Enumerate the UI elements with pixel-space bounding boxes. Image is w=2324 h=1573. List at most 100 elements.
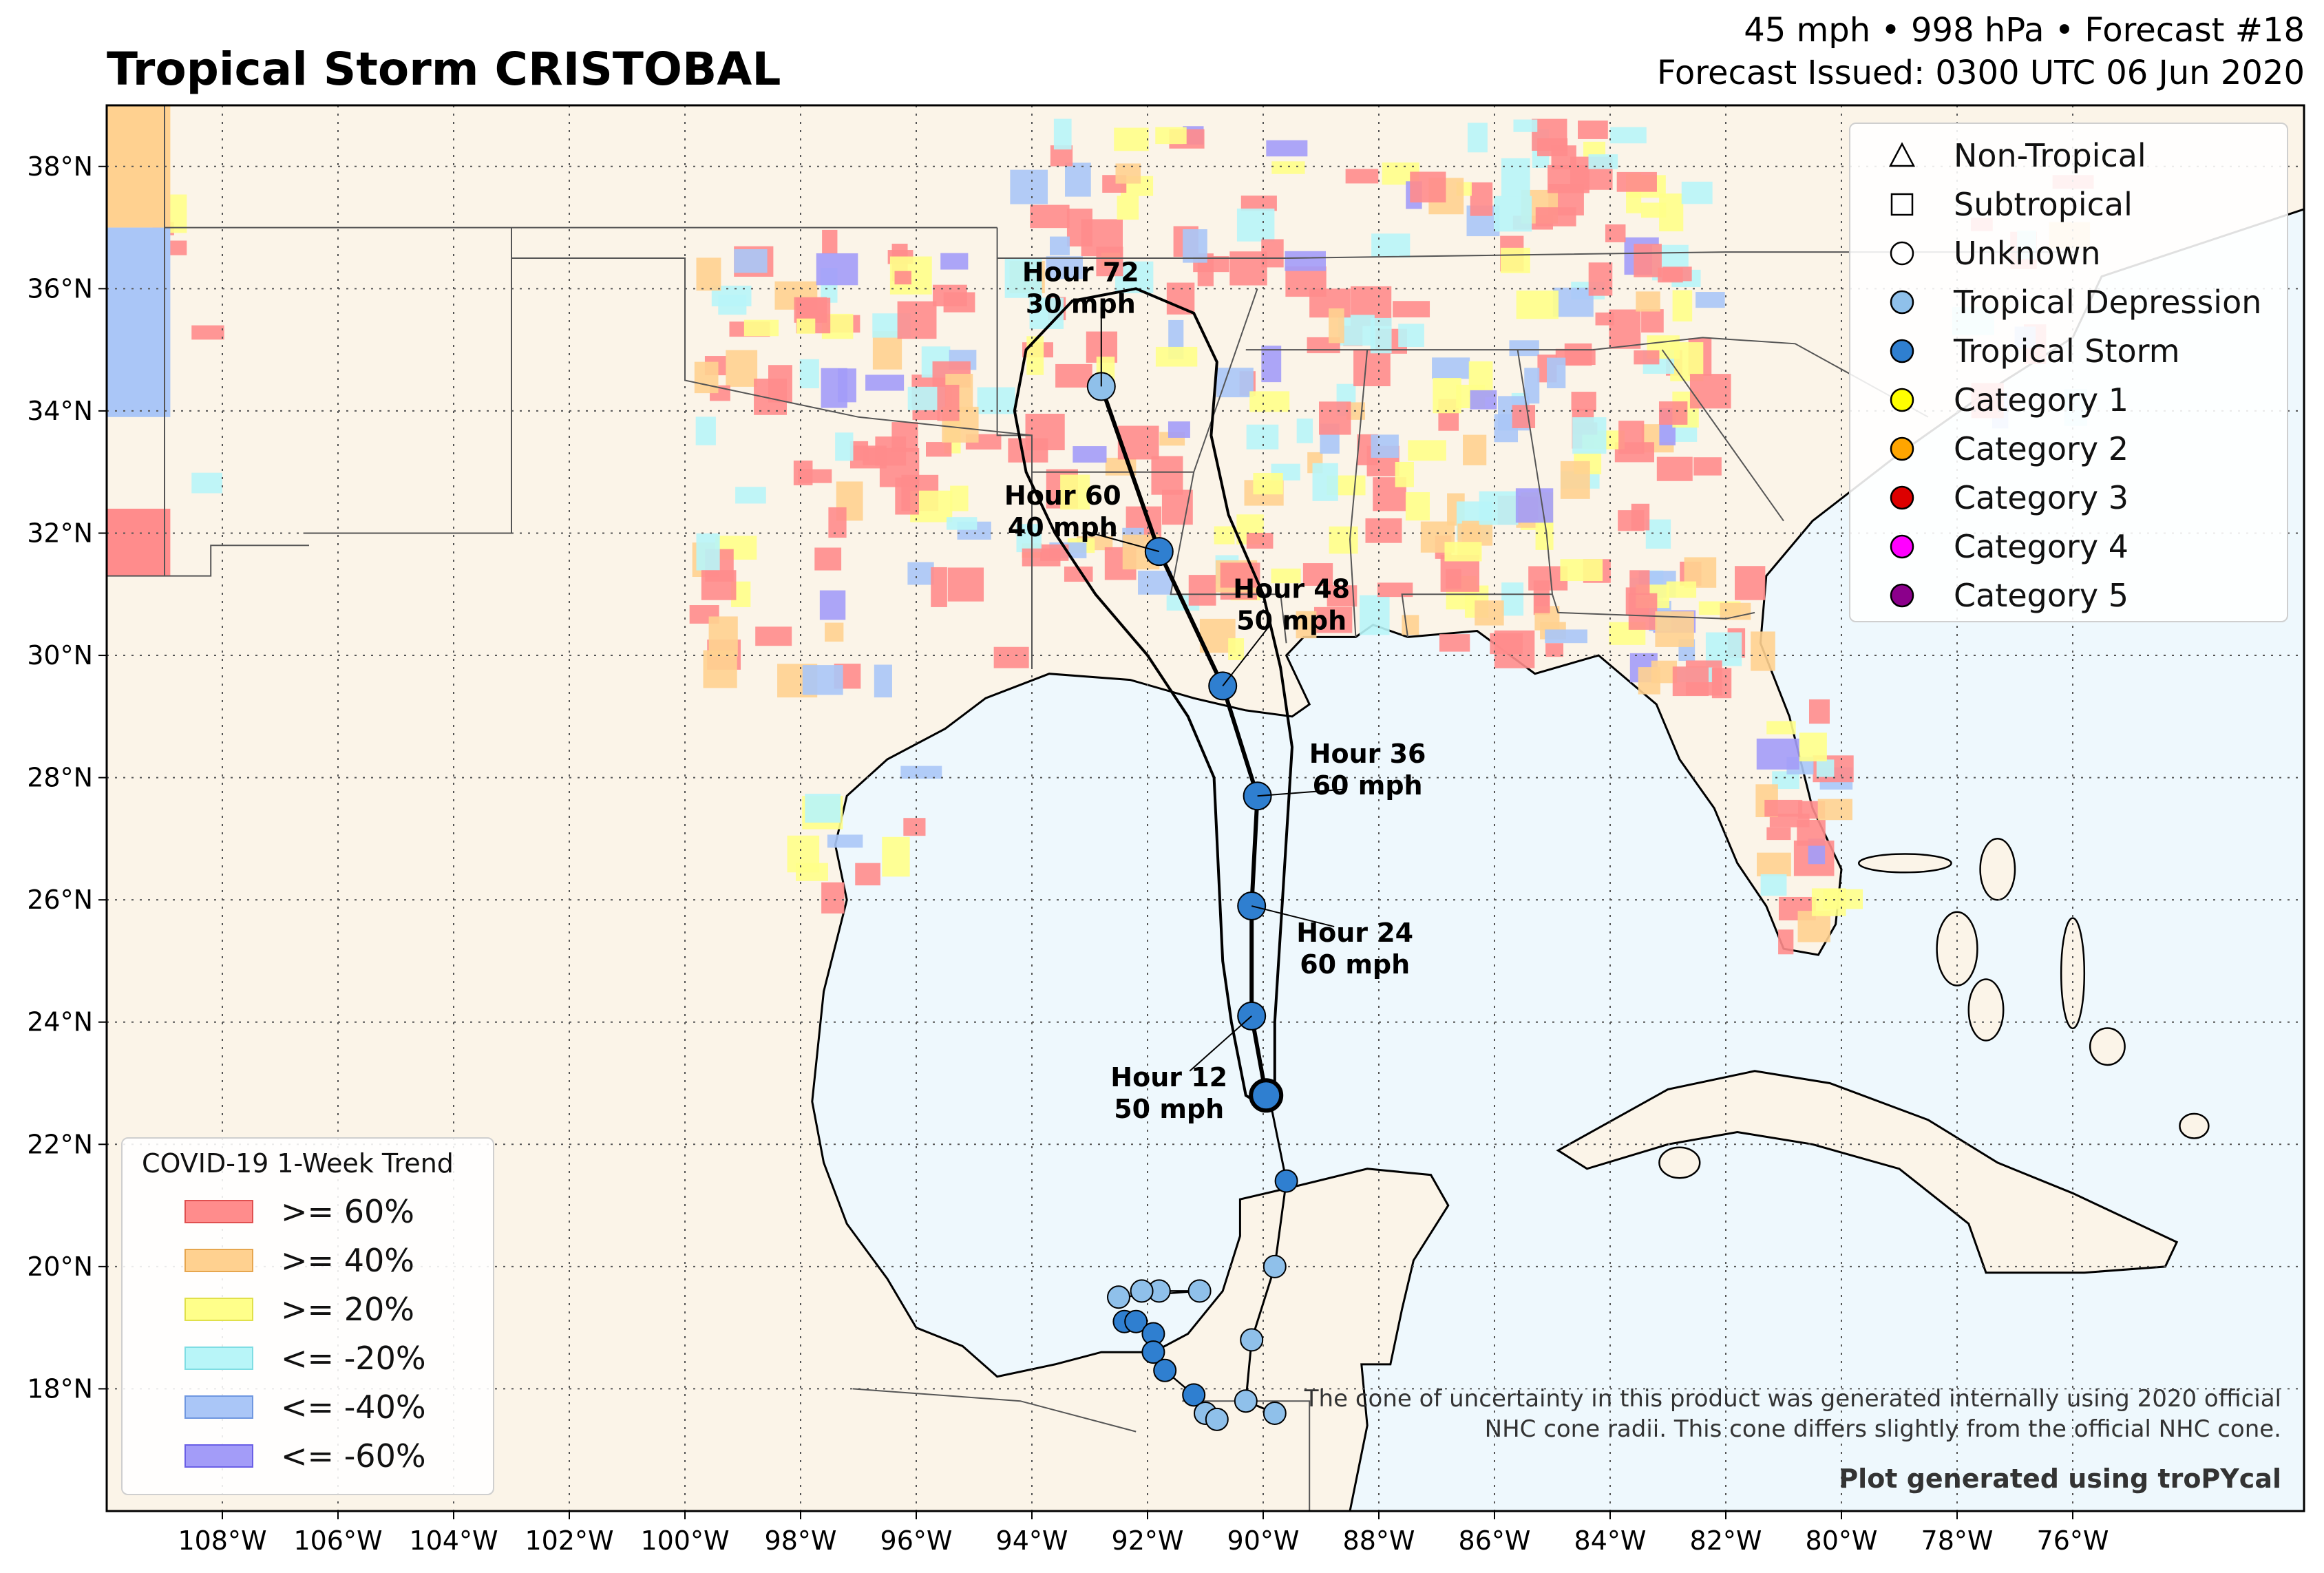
lat-tick-label: 38°N — [27, 151, 93, 182]
county-patch — [1799, 732, 1827, 761]
county-patch — [947, 517, 978, 530]
county-patch — [1073, 446, 1107, 463]
county-patch — [754, 379, 787, 415]
county-patch — [1672, 666, 1709, 697]
forecast-hour-label: Hour 24 — [1296, 918, 1413, 948]
county-patch — [1370, 317, 1392, 354]
lat-tick-label: 32°N — [27, 518, 93, 548]
county-patch — [1261, 239, 1284, 268]
county-patch — [1634, 350, 1660, 365]
county-patch — [1509, 340, 1539, 357]
county-patch — [1494, 630, 1535, 668]
county-patch — [879, 447, 920, 487]
covid-legend-label: <= -40% — [281, 1388, 426, 1426]
past-track-point — [1263, 1254, 1287, 1278]
covid-legend-item: <= -60% — [123, 1431, 426, 1480]
county-patch — [701, 570, 737, 600]
county-patch — [1583, 141, 1606, 157]
county-patch — [1552, 287, 1594, 317]
county-patch — [1475, 600, 1504, 626]
county-patch — [703, 650, 737, 688]
storm-legend-item: Subtropical — [1850, 180, 2287, 229]
county-patch — [1353, 349, 1391, 387]
county-patch — [937, 384, 960, 421]
storm-legend-label: Non-Tropical — [1954, 136, 2146, 174]
lat-tick-label: 24°N — [27, 1007, 93, 1037]
county-patch — [822, 229, 838, 254]
cone-disclaimer-line-1: The cone of uncertainty in this product … — [1304, 1385, 2281, 1413]
county-patch — [1636, 291, 1660, 312]
storm-legend-label: Category 4 — [1954, 527, 2129, 565]
county-patch — [1631, 503, 1650, 531]
circle-marker-icon — [1890, 485, 1914, 509]
lat-tick-label: 26°N — [27, 885, 93, 915]
county-patch — [695, 416, 716, 445]
county-patch — [1605, 224, 1626, 242]
county-patch — [1618, 421, 1645, 454]
past-track-point — [1274, 1169, 1298, 1193]
forecast-leader-line — [1222, 623, 1271, 687]
county-patch — [1216, 368, 1254, 398]
county-patch — [1766, 721, 1796, 735]
county-patch — [894, 271, 911, 285]
storm-legend-label: Tropical Depression — [1954, 283, 2262, 321]
county-patch — [1513, 119, 1538, 132]
county-patch — [1696, 292, 1725, 308]
county-patch — [1817, 799, 1852, 821]
forecast-wind-label: 50 mph — [1114, 1094, 1224, 1124]
county-patch — [1658, 401, 1688, 425]
forecast-hour-label: Hour 48 — [1233, 573, 1350, 604]
county-patch — [977, 387, 1015, 414]
storm-legend-item: Non-Tropical — [1850, 131, 2287, 180]
storm-legend-label: Subtropical — [1954, 185, 2133, 223]
county-patch — [1046, 256, 1083, 279]
early-track-point — [1153, 1358, 1177, 1382]
storm-legend-label: Category 2 — [1954, 430, 2129, 467]
covid-legend-item: <= -20% — [123, 1333, 426, 1382]
county-patch — [1296, 419, 1313, 443]
county-patch — [1065, 162, 1091, 197]
cone-disclaimer-line-2: NHC cone radii. This cone differs slight… — [1484, 1415, 2281, 1443]
county-patch — [1634, 244, 1662, 277]
border-line-9 — [1349, 350, 1369, 637]
county-patch — [1500, 247, 1530, 273]
covid-legend-swatch — [184, 1199, 253, 1223]
storm-legend-item: Unknown — [1850, 229, 2287, 277]
county-patch — [1433, 377, 1461, 414]
county-patch — [1377, 582, 1413, 598]
county-patch — [1022, 548, 1061, 567]
border-line-11 — [1552, 593, 1755, 620]
county-patch — [1666, 581, 1697, 598]
covid-legend-label: <= -20% — [281, 1339, 426, 1377]
lat-tick-label: 22°N — [27, 1129, 93, 1159]
county-patch — [926, 442, 952, 457]
county-patch — [1595, 312, 1614, 326]
county-patch — [1588, 262, 1613, 296]
covid-trend-legend: COVID-19 1-Week Trend >= 60% >= 40% >= 20%… — [121, 1137, 494, 1495]
county-patch — [1681, 181, 1713, 204]
lon-tick-label: 76°W — [2037, 1526, 2109, 1556]
storm-legend-item: Category 1 — [1850, 375, 2287, 424]
circle-marker-icon — [1890, 241, 1914, 265]
lat-tick-label: 28°N — [27, 763, 93, 793]
covid-legend-swatch — [184, 1297, 253, 1321]
county-patch — [1115, 163, 1141, 184]
county-patch — [1214, 526, 1235, 545]
cone-disclaimer: The cone of uncertainty in this product … — [1304, 1384, 2281, 1444]
county-patch — [805, 794, 841, 823]
county-patch — [1228, 638, 1245, 660]
lon-tick-label: 100°W — [640, 1526, 729, 1556]
lon-tick-label: 88°W — [1343, 1526, 1415, 1556]
storm-legend-item: Tropical Depression — [1850, 277, 2287, 326]
covid-legend-swatch — [184, 1248, 253, 1272]
county-patch — [1811, 888, 1846, 916]
county-patch — [1166, 282, 1195, 315]
county-patch — [1658, 267, 1683, 283]
county-patch — [1546, 357, 1566, 388]
covid-legend-title: COVID-19 1-Week Trend — [142, 1148, 454, 1179]
county-patch — [1155, 127, 1187, 145]
county-patch — [1360, 595, 1390, 635]
county-patch — [1446, 569, 1461, 589]
county-patch — [1246, 424, 1279, 450]
